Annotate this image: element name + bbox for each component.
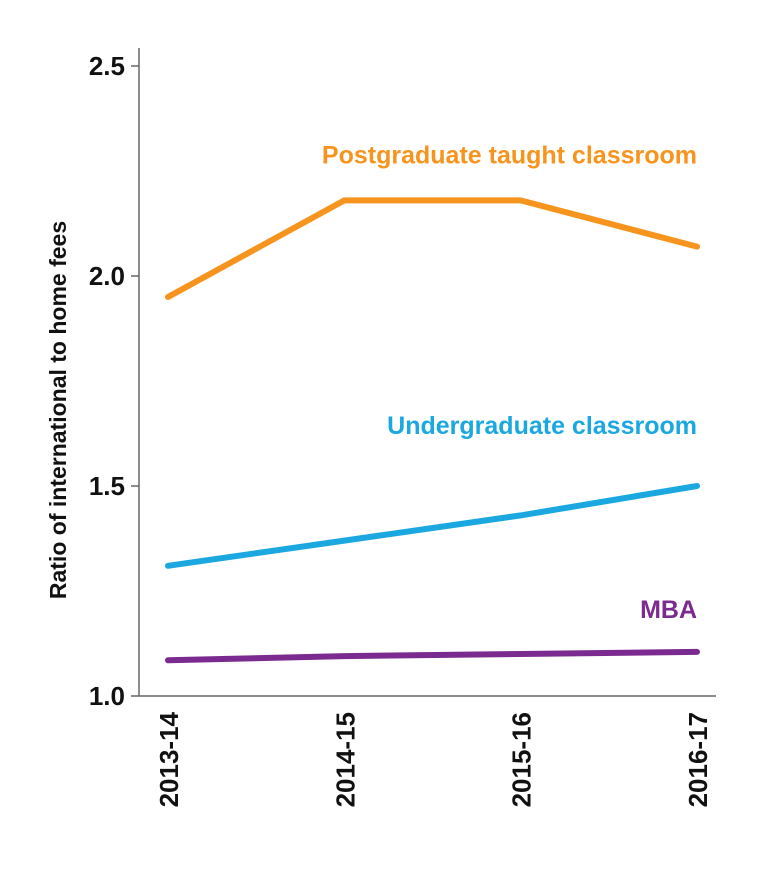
series-label: Postgraduate taught classroom xyxy=(322,142,697,170)
x-tick-label: 2013-14 xyxy=(154,711,184,807)
series-line-postgraduate-taught-classroom xyxy=(165,197,700,300)
y-ticks: 1.0 1.5 2.0 2.5 xyxy=(89,51,139,711)
series-lines xyxy=(165,197,700,664)
y-tick-label: 1.0 xyxy=(89,681,125,711)
y-axis-title: Ratio of international to home fees xyxy=(45,221,71,599)
y-tick-label: 2.5 xyxy=(89,51,125,81)
x-tick-label: 2014-15 xyxy=(330,712,360,807)
x-tick-label: 2015-16 xyxy=(507,712,537,807)
x-tick-label: 2016-17 xyxy=(683,712,713,807)
series-labels: Postgraduate taught classroom Undergradua… xyxy=(322,142,697,624)
x-ticks: 2013-14 2014-15 2015-16 2016-17 xyxy=(154,711,713,807)
y-tick-label: 2.0 xyxy=(89,261,125,291)
y-tick-label: 1.5 xyxy=(89,471,125,501)
series-line-mba xyxy=(165,648,700,664)
series-label: MBA xyxy=(640,596,697,624)
series-label: Undergraduate classroom xyxy=(387,412,697,440)
series-line-undergraduate-classroom xyxy=(165,483,700,569)
